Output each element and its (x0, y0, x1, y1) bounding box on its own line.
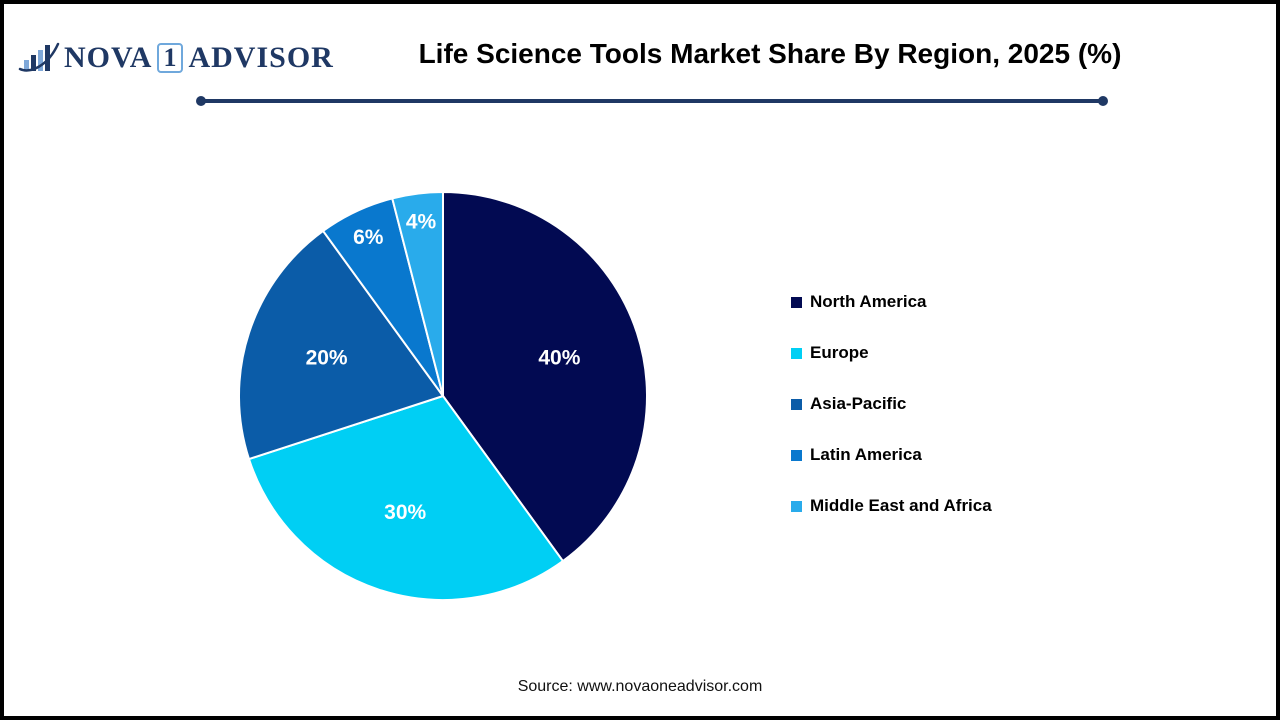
pie-chart-area: 40% 30% 20% 6% 4% (237, 190, 649, 602)
chart-title: Life Science Tools Market Share By Regio… (418, 38, 1122, 69)
pie-slice-middle-east-and-africa (391, 191, 444, 397)
legend-item-europe: Europe (791, 343, 992, 363)
legend-item-middle-east-and-africa: Middle East and Africa (791, 496, 992, 516)
brand-logo-nova: NOVA (64, 41, 153, 74)
pie-slice-asia-pacific (238, 229, 444, 461)
pie-slice-europe (247, 395, 564, 602)
legend-item-latin-america: Latin America (791, 445, 992, 465)
brand-logo-advisor: ADVISOR (188, 41, 334, 74)
brand-logo-one: 1 (163, 43, 178, 72)
legend-swatch-asia-pacific (791, 398, 802, 410)
pie-slice-label-europe: 30% (384, 501, 426, 524)
legend-label-middle-east-and-africa: Middle East and Africa (810, 496, 992, 515)
brand-logo: NOVA 1 ADVISOR (18, 36, 334, 80)
legend-item-north-america: North America (791, 292, 992, 312)
brand-logo-one-box: 1 (157, 43, 184, 73)
source-text: Source: www.novaoneadvisor.com (517, 678, 763, 695)
bar-chart-swoosh-icon (18, 42, 60, 72)
pie-slice-label-north-america: 40% (538, 347, 580, 370)
title-divider (196, 96, 1108, 106)
legend-label-north-america: North America (810, 292, 927, 311)
brand-logo-text: NOVA 1 ADVISOR (64, 41, 334, 75)
pie-slice-label-latin-america: 6% (353, 226, 384, 249)
divider-line (200, 99, 1104, 103)
legend-label-europe: Europe (810, 343, 869, 362)
divider-right-dot (1098, 96, 1108, 106)
pie-slice-label-asia-pacific: 20% (306, 347, 348, 370)
pie-chart: 40% 30% 20% 6% 4% (238, 191, 648, 602)
pie-slice-north-america (442, 191, 648, 563)
legend-swatch-north-america (791, 296, 802, 308)
legend-label-latin-america: Latin America (810, 445, 922, 464)
legend-swatch-middle-east-and-africa (791, 500, 802, 512)
legend: North America Europe Asia-Pacific Latin Ame… (791, 292, 992, 516)
legend-label-asia-pacific: Asia-Pacific (810, 394, 907, 413)
pie-slice-label-middle-east-and-africa: 4% (406, 210, 437, 233)
legend-swatch-europe (791, 347, 802, 359)
legend-item-asia-pacific: Asia-Pacific (791, 394, 992, 414)
legend-swatch-latin-america (791, 449, 802, 461)
